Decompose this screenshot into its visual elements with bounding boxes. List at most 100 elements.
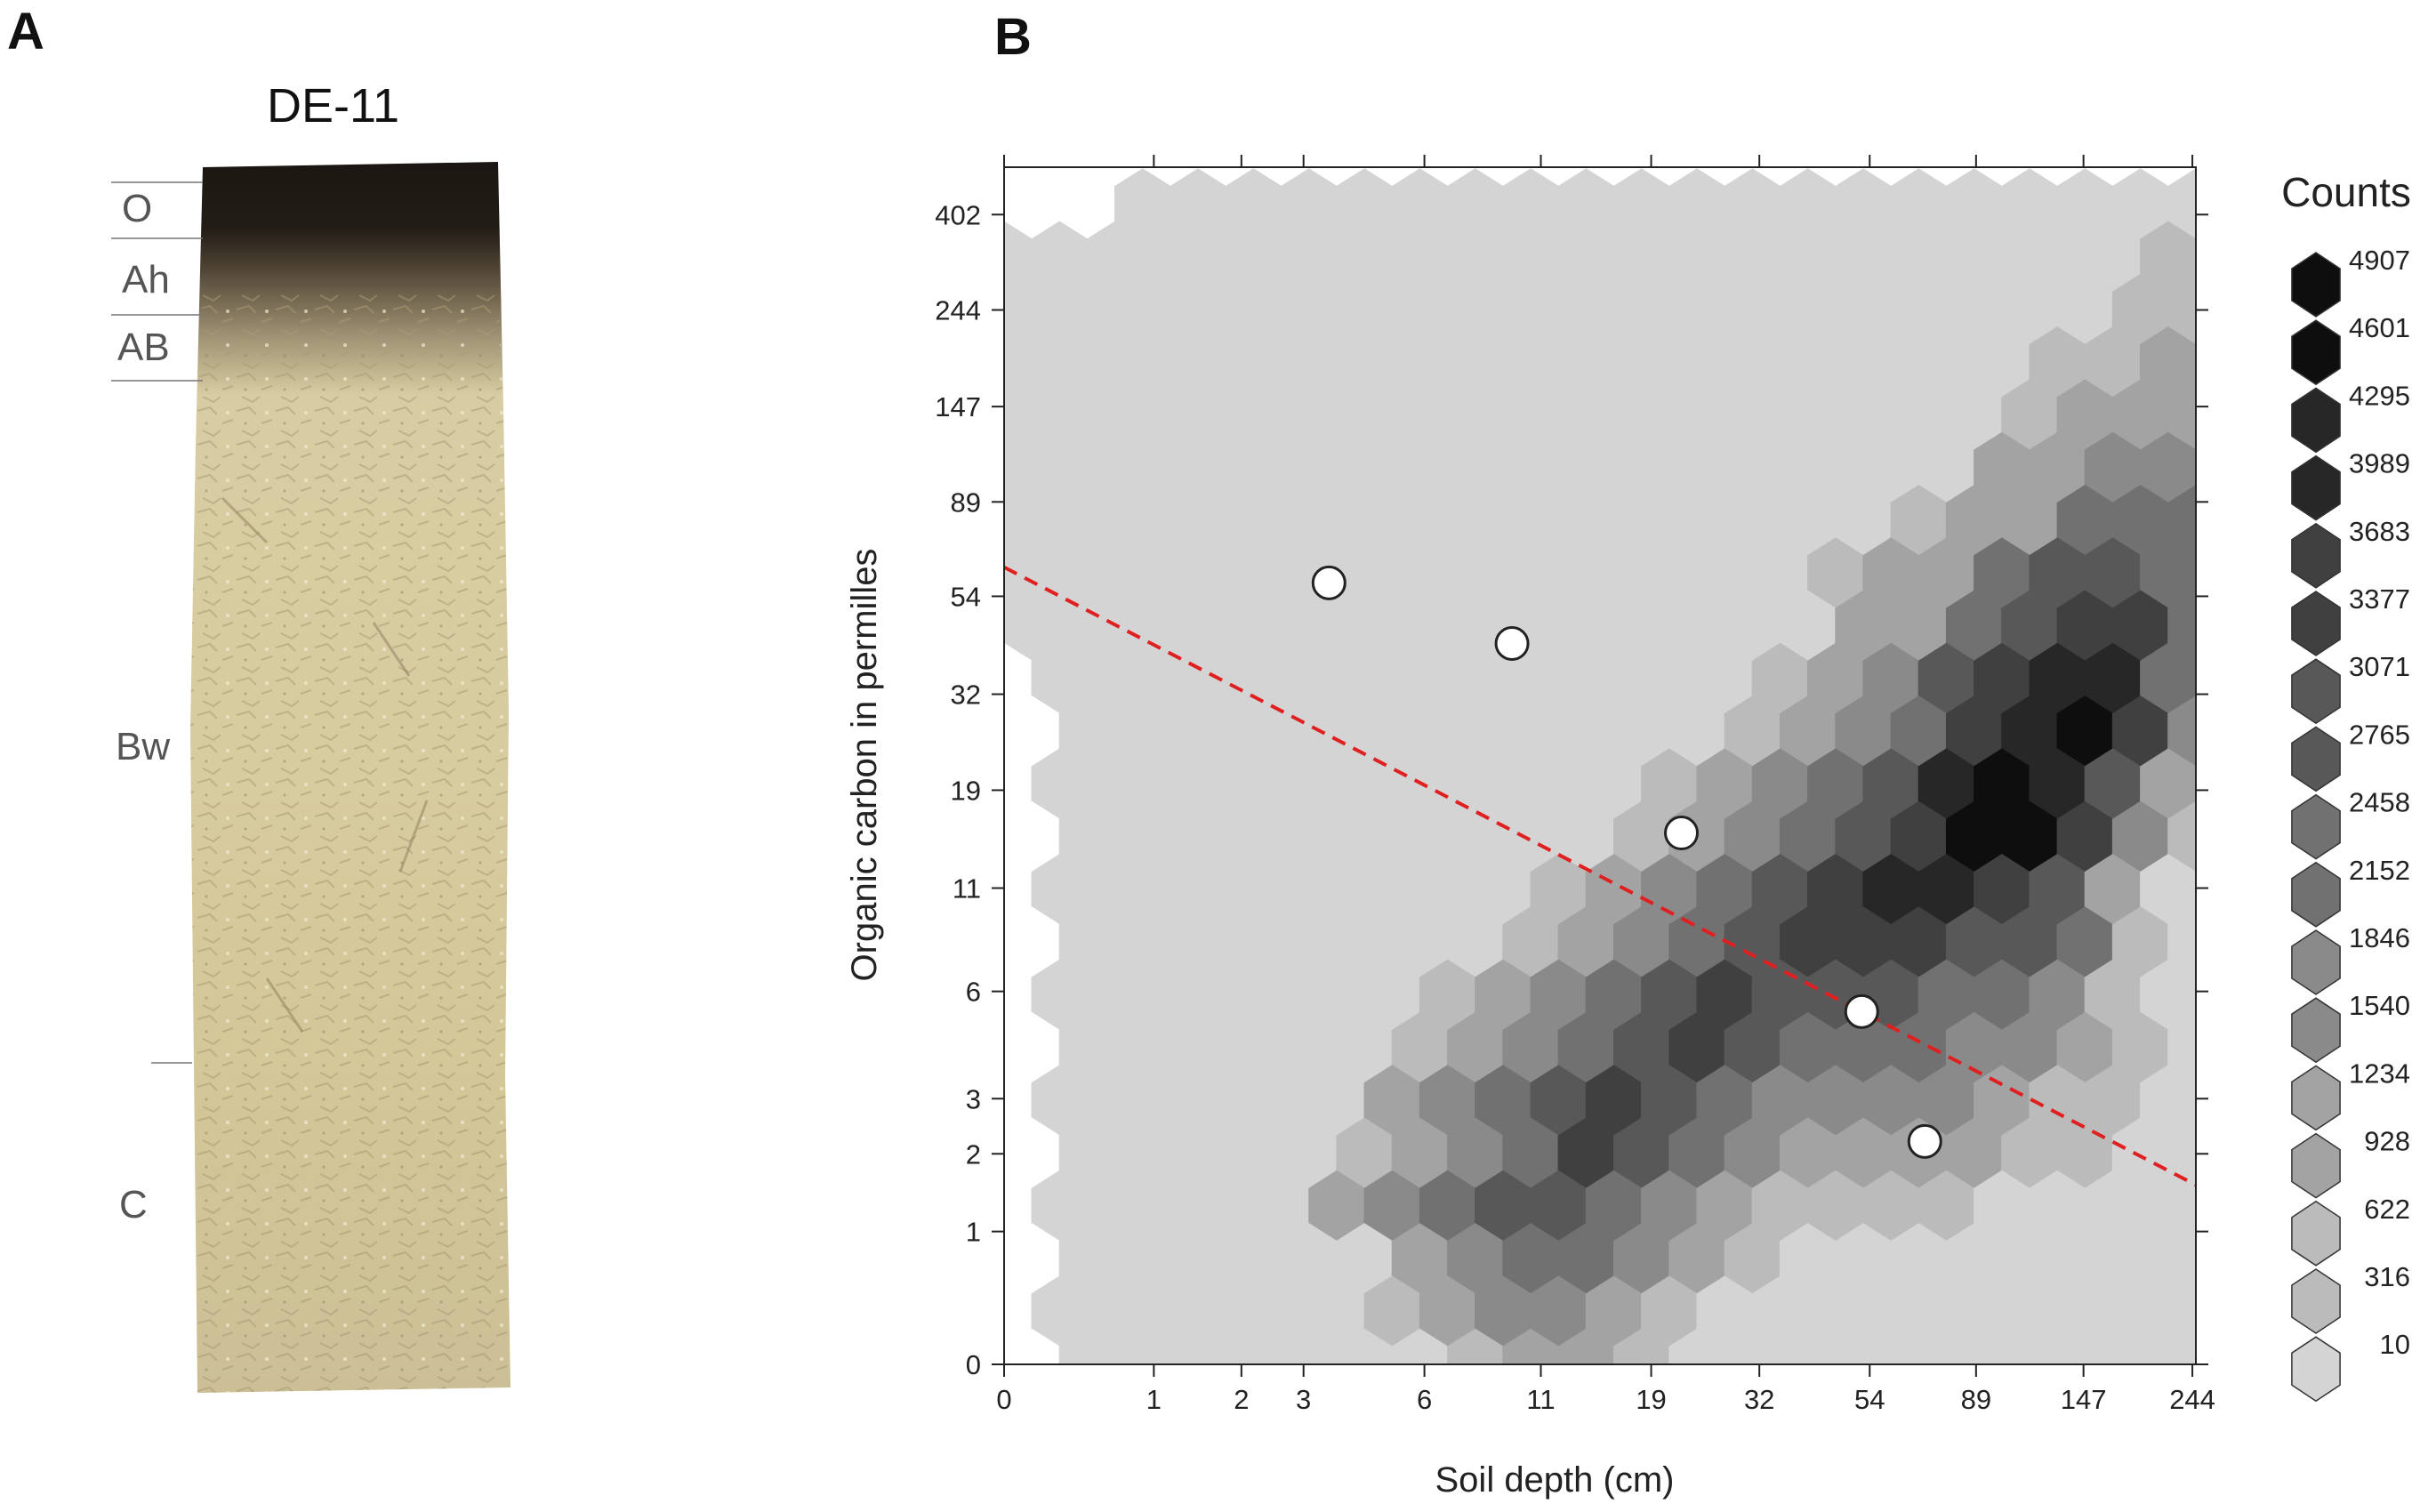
hex-cell — [1447, 273, 1504, 346]
hex-cell — [2140, 1065, 2196, 1137]
horizon-label-ah: Ah — [122, 258, 170, 302]
hex-cell — [1004, 696, 1060, 768]
hex-cell — [1004, 800, 1060, 873]
hex-cell — [1004, 485, 1060, 557]
hex-cell — [1142, 537, 1199, 609]
hex-cell — [1585, 1065, 1643, 1137]
hex-cell — [1502, 273, 1559, 346]
hex-cell — [1197, 167, 1255, 188]
hex-cell — [1142, 748, 1199, 821]
hex-cell — [1308, 959, 1365, 1032]
hex-cell — [1225, 273, 1282, 346]
counts-legend: Counts 4907 4601 4295 3989 3683 3377 3071 2765 2… — [2281, 169, 2411, 1403]
hex-cell — [1779, 1223, 1837, 1295]
hex-cell — [2001, 273, 2058, 346]
hex-cell — [1252, 854, 1310, 926]
hex-cell — [1779, 485, 1837, 557]
hex-cell — [1641, 537, 1698, 609]
panel-label-b: B — [994, 8, 1032, 66]
hex-cell — [1087, 1381, 1144, 1453]
hex-cell — [1807, 1170, 1864, 1243]
hex-cell — [1225, 800, 1282, 873]
hex-cell — [1835, 1328, 1892, 1364]
hex-cell — [1917, 854, 1975, 926]
hex-cell — [1142, 1170, 1199, 1243]
hex-cell — [2084, 167, 2142, 188]
hex-cell — [1974, 1170, 2030, 1243]
hex-cell — [1004, 221, 1033, 294]
hex-cell — [2167, 1011, 2196, 1084]
hex-cell — [1751, 167, 1809, 188]
hex-cell — [1170, 590, 1226, 663]
hex-cell — [1447, 379, 1504, 451]
hex-cell — [2140, 748, 2196, 821]
hex-cell — [1502, 906, 1559, 978]
hex-cell — [1724, 1328, 1781, 1364]
hex-cell — [1530, 221, 1587, 294]
hex-cell — [1308, 1170, 1365, 1243]
hex-cell — [1585, 854, 1643, 926]
hex-cell — [1974, 537, 2030, 609]
hex-cell — [1807, 748, 1864, 821]
legend-label: 10 — [2380, 1329, 2410, 1360]
hex-cell — [1724, 590, 1781, 663]
hex-cell — [2001, 1223, 2058, 1295]
hex-cell — [2084, 959, 2142, 1032]
hex-cell — [1032, 1381, 1089, 1453]
hex-cell — [1114, 906, 1171, 978]
hex-cell — [1917, 326, 1975, 398]
legend-swatch — [2291, 793, 2341, 860]
hex-cell — [1308, 1275, 1365, 1347]
hex-cell — [1835, 379, 1892, 451]
legend-swatch — [2291, 454, 2341, 521]
hex-cell — [2111, 1011, 2169, 1084]
hex-cell — [1170, 379, 1226, 451]
hex-cell — [1641, 221, 1698, 294]
hex-cell — [1058, 1223, 1116, 1295]
hex-cell — [1475, 431, 1532, 504]
legend-label: 1846 — [2349, 922, 2410, 953]
hex-cell — [1613, 1328, 1670, 1364]
hex-cell — [1696, 537, 1753, 609]
hex-cell — [1170, 800, 1226, 873]
hex-cell — [1086, 1275, 1144, 1347]
hex-cell — [1890, 696, 1948, 768]
hex-cell — [1613, 1117, 1670, 1190]
hex-cell — [1613, 696, 1670, 768]
hex-cell — [1225, 1011, 1282, 1084]
hex-cell — [2029, 748, 2086, 821]
y-tick-label: 3 — [966, 1083, 981, 1114]
hex-cell — [1086, 642, 1144, 715]
x-tick-label: 54 — [1854, 1384, 1885, 1415]
hex-cell — [1004, 642, 1033, 715]
x-tick-label: 19 — [1636, 1384, 1666, 1415]
hex-cell — [1807, 326, 1864, 398]
hex-cell — [1252, 1170, 1310, 1243]
hex-cell — [1974, 642, 2030, 715]
hex-cell — [1114, 379, 1171, 451]
hex-cell — [1447, 1223, 1504, 1295]
legend-swatch — [2291, 319, 2341, 386]
hex-cell — [1696, 326, 1753, 398]
hex-cell — [1530, 748, 1587, 821]
hex-cell — [1585, 431, 1643, 504]
hex-cell — [1004, 537, 1033, 609]
hex-cell — [1170, 1328, 1226, 1364]
hex-cell — [1724, 800, 1781, 873]
hex-cell — [1862, 854, 1919, 926]
y-tick-label: 89 — [951, 487, 981, 518]
hex-cell — [1917, 431, 1975, 504]
hex-cell — [1641, 167, 1698, 188]
hex-cell — [1058, 800, 1116, 873]
hex-cell — [1974, 221, 2030, 294]
hex-cell — [2001, 590, 2058, 663]
hex-cell — [1917, 1275, 1975, 1347]
legend-label: 622 — [2364, 1194, 2410, 1225]
hex-cell — [1613, 1223, 1670, 1295]
hex-cell — [1945, 1011, 2003, 1084]
hex-cell — [1475, 1275, 1532, 1347]
hex-cell — [1530, 854, 1587, 926]
hex-cell — [1086, 1170, 1144, 1243]
x-tick-label: 89 — [1961, 1384, 1991, 1415]
hex-cell — [1004, 1011, 1060, 1084]
